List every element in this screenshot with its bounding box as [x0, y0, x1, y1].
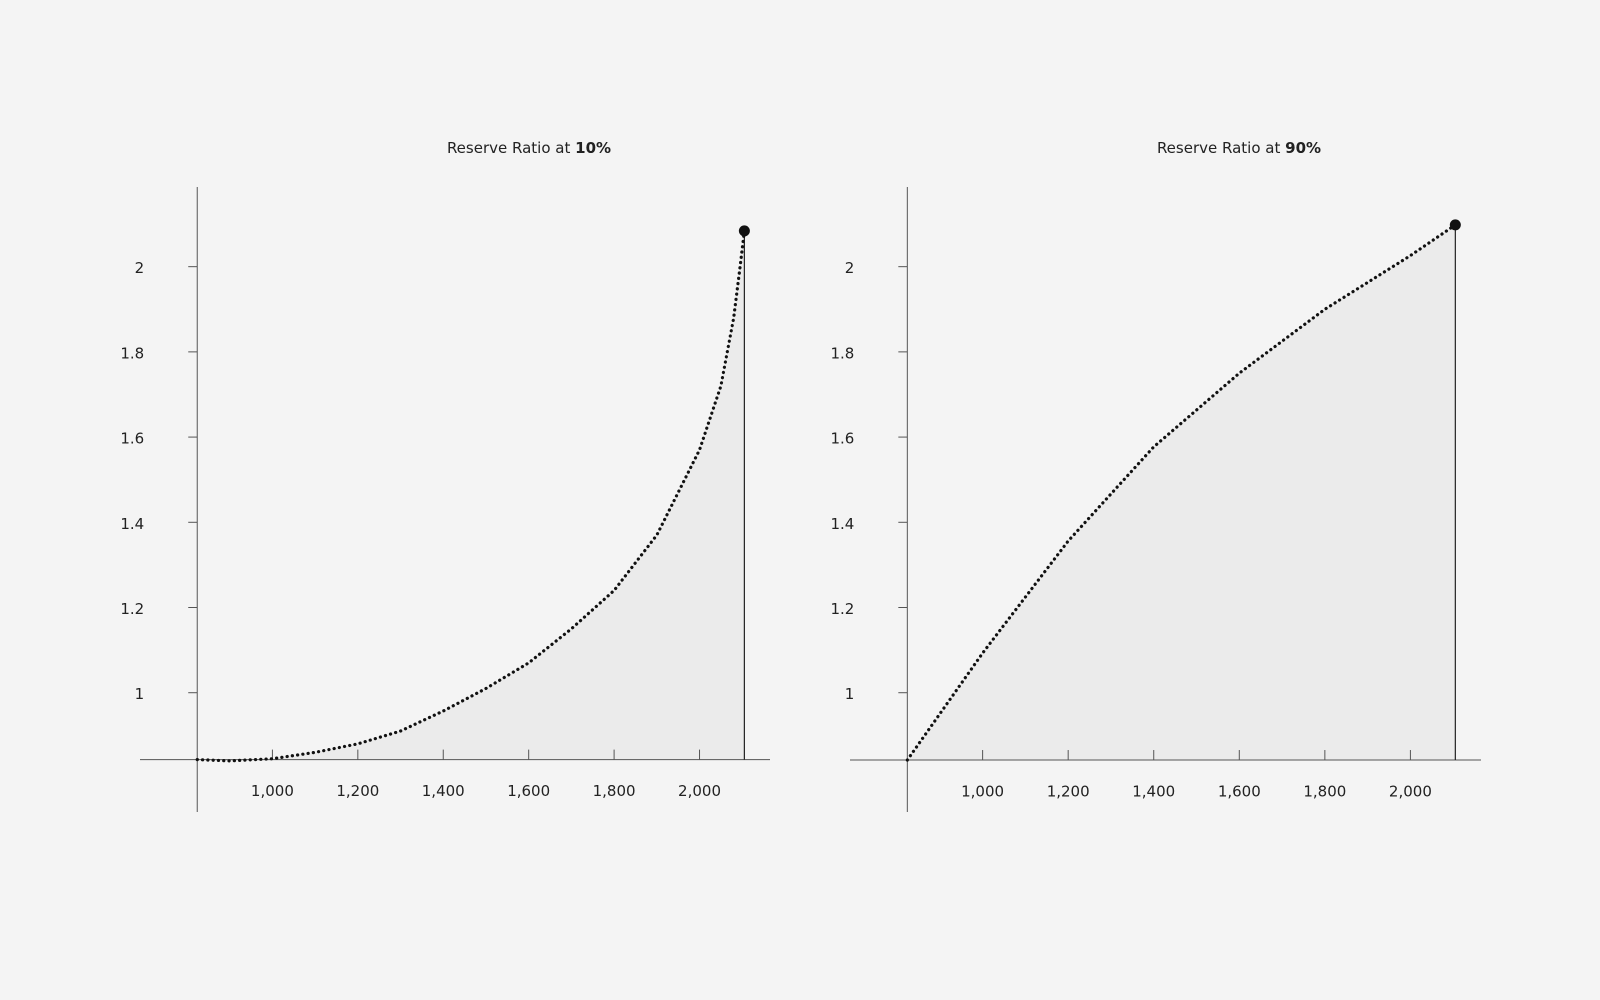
title-text: Reserve Ratio at: [1157, 139, 1281, 157]
y-tick-label: 1: [135, 685, 145, 703]
line: [905, 223, 1457, 762]
chart-title: Reserve Ratio at 10%: [447, 139, 611, 157]
line: [195, 229, 746, 763]
x-tick-label: 1,400: [1132, 783, 1175, 801]
y-tick-label: 2: [845, 259, 855, 277]
title-highlight: 10%: [575, 139, 611, 157]
x-tick-label: 2,000: [1389, 783, 1432, 801]
area-fill: [907, 224, 1456, 761]
x-tick-label: 1,000: [961, 783, 1004, 801]
x-tick-label: 2,000: [678, 782, 721, 800]
end-point: [738, 225, 750, 237]
y-tick-label: 1.8: [830, 344, 854, 362]
x-tick-label: 1,000: [251, 782, 294, 800]
x-tick-label: 1,200: [336, 782, 379, 800]
title-highlight: 90%: [1285, 139, 1321, 157]
y-tick-label: 1.4: [120, 515, 144, 533]
y-tick-label: 1.8: [120, 344, 144, 362]
y-tick-label: 1.2: [830, 600, 854, 618]
area-fill: [197, 230, 745, 761]
x-tick-label: 1,200: [1047, 783, 1090, 801]
title-text: Reserve Ratio at: [447, 139, 571, 157]
x-tick-label: 1,800: [593, 782, 636, 800]
end-point: [1449, 219, 1461, 231]
x-tick-label: 1,600: [1218, 783, 1261, 801]
y-tick-label: 1.4: [830, 515, 854, 533]
chart-title: Reserve Ratio at 90%: [1157, 139, 1321, 157]
y-tick-label: 1.2: [120, 600, 144, 618]
x-tick-label: 1,800: [1303, 783, 1346, 801]
x-tick-label: 1,400: [422, 782, 465, 800]
y-tick-label: 2: [135, 259, 145, 277]
y-tick-label: 1.6: [830, 430, 854, 448]
x-tick-label: 1,600: [507, 782, 550, 800]
y-tick-label: 1.6: [120, 430, 144, 448]
y-tick-label: 1: [845, 685, 855, 703]
